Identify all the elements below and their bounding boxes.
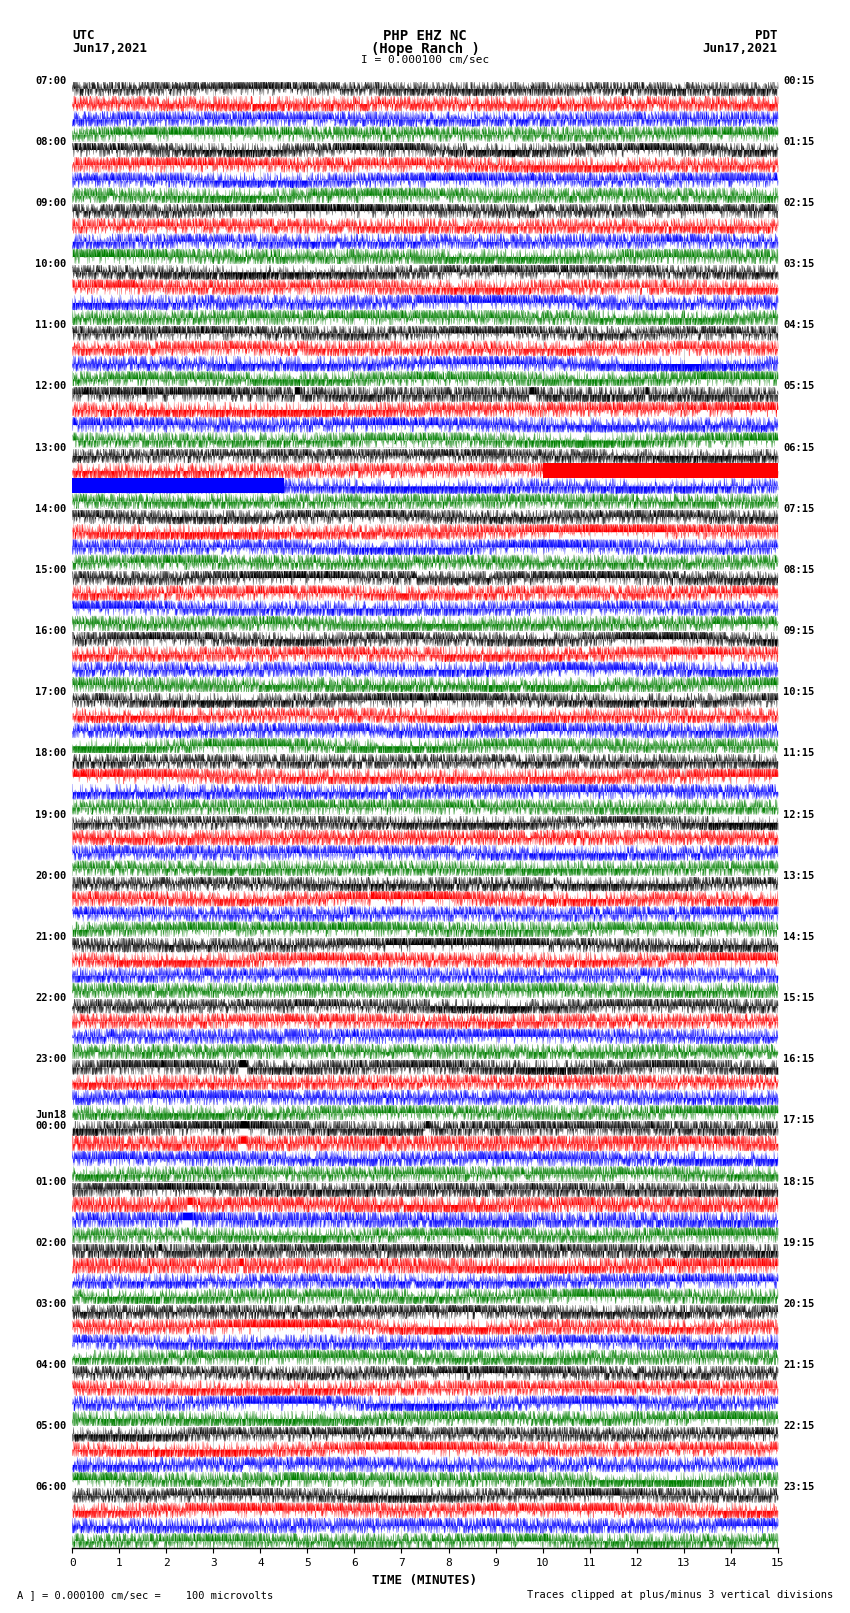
Text: 18:15: 18:15 bbox=[784, 1176, 814, 1187]
Text: 23:15: 23:15 bbox=[784, 1482, 814, 1492]
Text: 18:00: 18:00 bbox=[36, 748, 66, 758]
Text: 11:15: 11:15 bbox=[784, 748, 814, 758]
Text: 15:00: 15:00 bbox=[36, 565, 66, 574]
Text: 04:15: 04:15 bbox=[784, 321, 814, 331]
Text: 20:00: 20:00 bbox=[36, 871, 66, 881]
Text: 05:00: 05:00 bbox=[36, 1421, 66, 1431]
Text: 17:15: 17:15 bbox=[784, 1115, 814, 1126]
Text: A ] = 0.000100 cm/sec =    100 microvolts: A ] = 0.000100 cm/sec = 100 microvolts bbox=[17, 1590, 273, 1600]
Text: UTC: UTC bbox=[72, 29, 94, 42]
Text: 04:00: 04:00 bbox=[36, 1360, 66, 1369]
X-axis label: TIME (MINUTES): TIME (MINUTES) bbox=[372, 1574, 478, 1587]
Text: 21:00: 21:00 bbox=[36, 932, 66, 942]
Text: 11:00: 11:00 bbox=[36, 321, 66, 331]
Text: 15:15: 15:15 bbox=[784, 994, 814, 1003]
Text: 20:15: 20:15 bbox=[784, 1298, 814, 1308]
Text: (Hope Ranch ): (Hope Ranch ) bbox=[371, 42, 479, 56]
Text: 22:15: 22:15 bbox=[784, 1421, 814, 1431]
Text: I = 0.000100 cm/sec: I = 0.000100 cm/sec bbox=[361, 55, 489, 65]
Text: 09:15: 09:15 bbox=[784, 626, 814, 636]
Text: 22:00: 22:00 bbox=[36, 994, 66, 1003]
Text: 13:15: 13:15 bbox=[784, 871, 814, 881]
Text: 03:15: 03:15 bbox=[784, 260, 814, 269]
Text: 16:15: 16:15 bbox=[784, 1055, 814, 1065]
Text: Jun17,2021: Jun17,2021 bbox=[703, 42, 778, 55]
Text: 10:00: 10:00 bbox=[36, 260, 66, 269]
Text: 00:15: 00:15 bbox=[784, 76, 814, 85]
Text: 13:00: 13:00 bbox=[36, 442, 66, 453]
Text: 02:15: 02:15 bbox=[784, 198, 814, 208]
Text: 07:15: 07:15 bbox=[784, 503, 814, 515]
Text: 08:15: 08:15 bbox=[784, 565, 814, 574]
Text: 08:00: 08:00 bbox=[36, 137, 66, 147]
Text: 14:15: 14:15 bbox=[784, 932, 814, 942]
Text: PDT: PDT bbox=[756, 29, 778, 42]
Text: 19:15: 19:15 bbox=[784, 1237, 814, 1248]
Text: 21:15: 21:15 bbox=[784, 1360, 814, 1369]
Text: 01:00: 01:00 bbox=[36, 1176, 66, 1187]
Text: 06:00: 06:00 bbox=[36, 1482, 66, 1492]
Text: 06:15: 06:15 bbox=[784, 442, 814, 453]
Text: 19:00: 19:00 bbox=[36, 810, 66, 819]
Text: 01:15: 01:15 bbox=[784, 137, 814, 147]
Text: 07:00: 07:00 bbox=[36, 76, 66, 85]
Text: 14:00: 14:00 bbox=[36, 503, 66, 515]
Text: Jun17,2021: Jun17,2021 bbox=[72, 42, 147, 55]
Text: 02:00: 02:00 bbox=[36, 1237, 66, 1248]
Text: Traces clipped at plus/minus 3 vertical divisions: Traces clipped at plus/minus 3 vertical … bbox=[527, 1590, 833, 1600]
Text: 17:00: 17:00 bbox=[36, 687, 66, 697]
Text: 12:00: 12:00 bbox=[36, 381, 66, 392]
Text: 23:00: 23:00 bbox=[36, 1055, 66, 1065]
Text: PHP EHZ NC: PHP EHZ NC bbox=[383, 29, 467, 44]
Text: 09:00: 09:00 bbox=[36, 198, 66, 208]
Text: 12:15: 12:15 bbox=[784, 810, 814, 819]
Text: 16:00: 16:00 bbox=[36, 626, 66, 636]
Text: 03:00: 03:00 bbox=[36, 1298, 66, 1308]
Text: 10:15: 10:15 bbox=[784, 687, 814, 697]
Text: Jun18
00:00: Jun18 00:00 bbox=[36, 1110, 66, 1131]
Text: 05:15: 05:15 bbox=[784, 381, 814, 392]
